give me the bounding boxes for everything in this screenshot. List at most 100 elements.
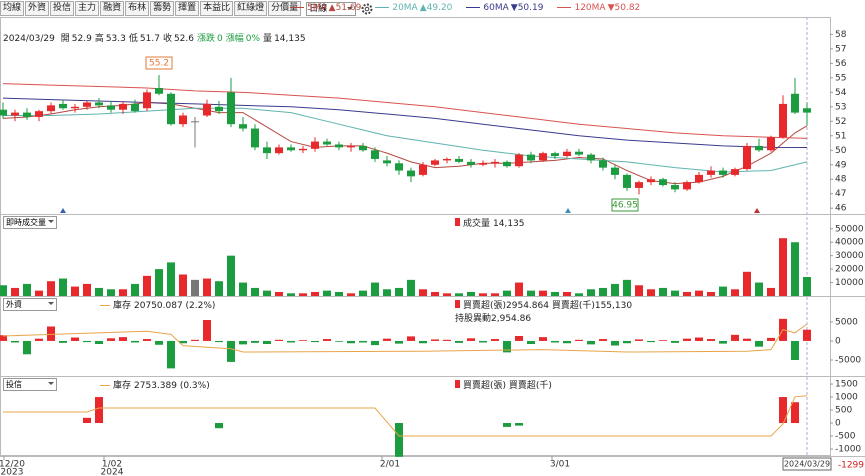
bar (551, 340, 559, 343)
candle-body (203, 103, 211, 116)
bar (215, 423, 223, 429)
toolbar-button[interactable]: 均線 (0, 1, 25, 16)
x-year-label: 2024 (101, 468, 124, 476)
bar (479, 293, 487, 296)
candle-body (791, 93, 799, 113)
annotation: 46.95 (612, 201, 638, 211)
candle-body (731, 169, 739, 175)
bar (119, 337, 127, 341)
y-tick-label: 20000 (835, 265, 864, 275)
bar (335, 340, 343, 342)
candle-body (371, 150, 379, 159)
bar (515, 423, 523, 426)
bar (203, 278, 211, 296)
bar (131, 340, 139, 343)
legend-name: 20MA (392, 3, 418, 13)
bar (419, 340, 427, 344)
legend-name: 庫存 (113, 301, 132, 311)
candle-body (479, 163, 487, 165)
toolbar-button[interactable]: 外資 (25, 1, 50, 16)
y-tick-label: 49 (835, 160, 847, 170)
bar (491, 293, 499, 296)
y-tick-label: 0 (835, 336, 841, 346)
y-tick-label: 57 (835, 44, 846, 54)
toolbar-button[interactable]: 紅綠燈 (234, 1, 268, 16)
bar (707, 291, 715, 296)
bar (599, 287, 607, 296)
signal-marker (60, 208, 66, 213)
candle-body (767, 137, 775, 151)
bar (443, 293, 451, 296)
panel-select[interactable]: 外資 (3, 298, 57, 311)
bar (731, 289, 739, 296)
bar (563, 291, 571, 296)
bar (323, 339, 331, 341)
legend-value: ▼50.82 (607, 3, 641, 13)
y-tick-label: 52 (835, 117, 846, 127)
line-series (3, 107, 808, 173)
bar (779, 397, 787, 424)
toolbar-button[interactable]: 擇置 (175, 1, 200, 16)
y-tick-label: 1500 (835, 380, 858, 390)
toolbar-button[interactable]: 投信 (50, 1, 75, 16)
toolbar-button[interactable]: 籌勢 (150, 1, 175, 16)
settings-icon[interactable] (360, 2, 374, 16)
signal-marker (754, 208, 760, 213)
candle-body (563, 151, 571, 157)
legend-value: 20750.087 (2.2%) (134, 301, 216, 311)
bar (767, 287, 775, 296)
candle-body (467, 161, 475, 165)
period-select[interactable]: 日線 (306, 1, 357, 16)
plot-frame (0, 17, 831, 456)
candle-body (647, 179, 655, 183)
bar (395, 340, 403, 344)
candle-body (251, 128, 259, 148)
legend-value: ▼50.19 (510, 3, 544, 13)
bar (251, 287, 259, 296)
candle-body (47, 105, 55, 112)
bar (443, 339, 451, 341)
legend-text: 買賣超(張)2954.864 買賣超(千)155,130 (463, 301, 633, 311)
y-tick-label: -5000 (835, 356, 861, 366)
y-tick-label: 53 (835, 102, 846, 112)
x-tick-label: 12/20 (0, 460, 25, 470)
y-tick-label: 40000 (835, 238, 864, 248)
bar (455, 293, 463, 296)
toolbar-button[interactable]: 布林 (125, 1, 150, 16)
panel-select[interactable]: 即時成交量 (3, 216, 57, 229)
bar (311, 291, 319, 296)
bar (407, 279, 415, 296)
candle-body (395, 163, 403, 171)
toolbar-button[interactable]: 本益比 (200, 1, 234, 16)
candle-body (707, 170, 715, 175)
bar (95, 340, 103, 344)
y-tick-label: 46 (835, 204, 847, 214)
y-tick-label: 30000 (835, 251, 864, 261)
legend-swatch (466, 7, 481, 8)
bar (503, 423, 511, 427)
toolbar-button[interactable]: 主力 (75, 1, 100, 16)
bar (47, 281, 55, 296)
flow-legend: 買賣超(張) 買賣超(千) (455, 378, 555, 391)
holdings-legend: 庫存 20750.087 (2.2%) (100, 298, 218, 311)
candle-body (287, 147, 295, 151)
legend-value: 2753.389 (0.3%) (134, 381, 210, 391)
bar (743, 338, 751, 341)
quote-label: 收 (162, 34, 172, 44)
bar (191, 279, 199, 296)
bar (527, 340, 535, 344)
bar (755, 340, 763, 347)
panel-select[interactable]: 投信 (3, 378, 57, 391)
toolbar-button[interactable]: 分價量 (268, 1, 302, 16)
bar (527, 290, 535, 296)
bar (695, 290, 703, 296)
bar (359, 340, 367, 343)
bar (383, 289, 391, 296)
bar (647, 340, 655, 343)
bar (347, 293, 355, 296)
bar (779, 238, 787, 296)
toolbar-button[interactable]: 融資 (100, 1, 125, 16)
y-tick-label: 50 (835, 146, 847, 156)
signal-marker (565, 208, 571, 213)
quote-label: 高 (94, 34, 104, 44)
